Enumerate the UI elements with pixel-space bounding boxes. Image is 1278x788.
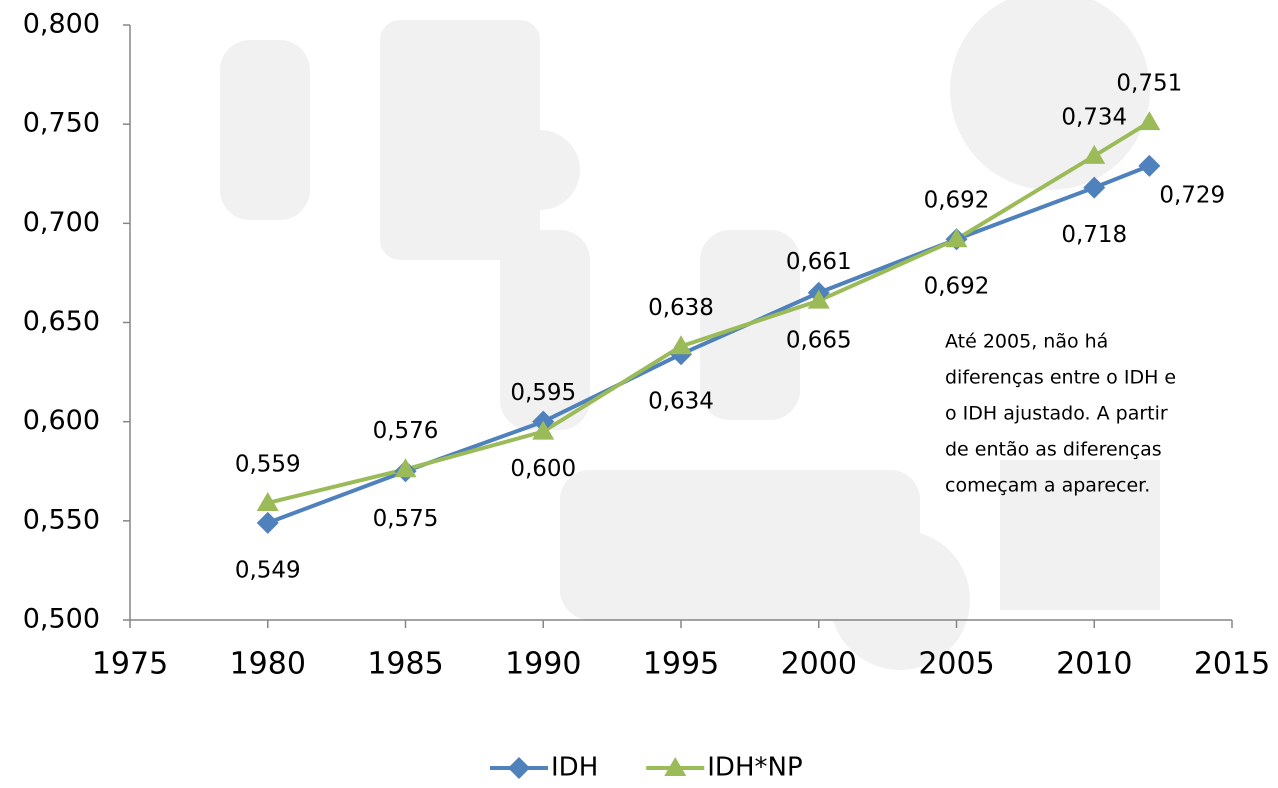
annotation-line: de então as diferenças [945,439,1162,461]
y-tick-label: 0,500 [23,604,100,635]
y-tick-label: 0,600 [23,405,100,436]
data-label: 0,718 [1061,222,1127,248]
x-tick-label: 2005 [918,647,994,682]
y-tick-label: 0,700 [23,207,100,238]
marker-triangle [256,491,279,511]
data-label: 0,595 [510,380,576,406]
x-tick-label: 1980 [230,647,306,682]
marker-triangle [945,228,968,248]
annotation: Até 2005, não há diferenças entre o IDH e… [945,331,1176,497]
data-label: 0,634 [648,389,714,415]
data-label: 0,661 [786,249,852,275]
data-label: 0,559 [235,451,301,477]
data-label: 0,575 [373,506,439,532]
data-label: 0,600 [510,456,576,482]
data-label: 0,638 [648,295,714,321]
legend-marker [508,757,530,779]
y-tick-label: 0,650 [23,306,100,337]
annotation-line: Até 2005, não há [945,331,1108,353]
x-tick-label: 1990 [505,647,581,682]
legend-label: IDH*NP [707,753,802,783]
marker-triangle [1083,144,1106,164]
x-tick-label: 1985 [367,647,443,682]
annotation-line: diferenças entre o IDH e [945,367,1176,389]
y-tick-label: 0,550 [23,504,100,535]
background-icons [220,0,1160,670]
annotation-line: o IDH ajustado. A partir [945,403,1168,425]
series-line [267,120,1151,505]
y-tick-label: 0,750 [23,108,100,139]
marker-diamond [256,511,279,534]
marker-triangle [1138,111,1161,131]
marker-diamond [1083,176,1106,199]
marker-diamond [1138,154,1161,177]
data-label: 0,734 [1061,104,1127,130]
legend-label: IDH [551,753,598,783]
x-tick-label: 2015 [1194,647,1270,682]
annotation-line: começam a aparecer. [945,475,1150,497]
data-label: 0,549 [235,557,301,583]
data-label: 0,576 [373,418,439,444]
marker-triangle [394,458,417,478]
data-label: 0,692 [924,188,990,214]
y-tick-label: 0,800 [23,9,100,40]
x-tick-label: 2000 [781,647,857,682]
data-label: 0,751 [1116,71,1182,97]
marker-triangle [807,289,830,309]
data-label: 0,729 [1159,182,1225,208]
marker-triangle [532,420,555,440]
x-tick-label: 2010 [1056,647,1132,682]
x-tick-label: 1995 [643,647,719,682]
data-label: 0,665 [786,327,852,353]
data-label: 0,692 [924,274,990,300]
legend-marker [664,757,687,776]
marker-triangle [670,335,692,355]
x-tick-label: 1975 [92,647,168,682]
